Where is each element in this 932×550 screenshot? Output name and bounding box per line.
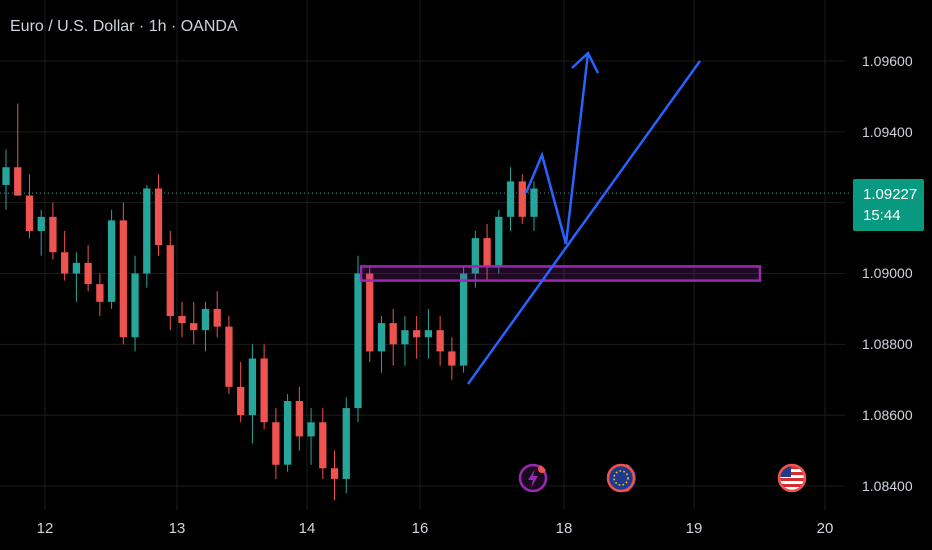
price-tick: 1.08800 [862,336,913,352]
candle-body [342,408,350,479]
time-tick: 13 [168,520,186,537]
projection-path [524,52,590,245]
candle-body [401,330,409,345]
time-tick: 18 [555,520,573,537]
price-tick: 1.08600 [862,407,913,423]
candle-body [237,386,245,416]
candle-body [143,188,151,274]
candle-body [413,330,421,338]
candle-body [377,323,386,352]
time-tick: 19 [685,520,703,537]
support-zone-rect [359,265,762,282]
candle-body [295,401,303,437]
eu-flag-event-icon[interactable] [606,463,636,493]
candle-body [72,262,81,274]
candle-body [506,181,515,217]
candle-body [154,188,163,246]
candle-body [471,238,479,274]
candle-body [225,326,233,387]
candle-body [131,273,139,338]
candle-body [354,273,362,409]
candle-body [84,262,92,285]
arrowhead-icon [571,50,600,74]
last-price-badge: 1.09227 15:44 [853,179,924,231]
candle-body [495,216,503,267]
time-tick: 20 [816,520,834,537]
chart-title: Euro / U.S. Dollar · 1h · OANDA [10,18,238,35]
candle-body [518,181,526,217]
candle-body [2,167,10,185]
price-tick: 1.09000 [862,265,913,281]
candle-body [389,323,397,345]
candle-body [307,422,315,437]
candle-body [14,167,22,196]
time-tick: 12 [36,520,54,537]
trendline [466,60,702,385]
candle-body [213,308,221,327]
us-flag-event-icon[interactable] [777,463,807,493]
candle-body [436,330,444,352]
candle-body [119,220,127,338]
time-tick: 16 [411,520,429,537]
candle-body [272,422,280,465]
candle-body [49,216,57,253]
candle-body [283,401,292,465]
candle-body [25,195,34,231]
lightning-event-icon[interactable] [518,463,548,493]
candle-body [178,316,186,324]
candle-body [448,351,456,366]
candle-body [260,358,268,423]
candle-body [166,245,174,316]
candle-body [96,284,104,302]
candle-body [330,468,339,479]
price-tick: 1.09400 [862,124,913,140]
price-tick: 1.09600 [862,53,913,69]
price-tick: 1.08400 [862,478,913,494]
candle-body [201,308,210,331]
candle-body [483,238,491,267]
candle-body [61,252,69,274]
candle-body [248,358,257,416]
candle-body [424,330,433,338]
candle-body [530,188,538,217]
candle-body [319,422,327,469]
candle-body [37,216,45,231]
candle-body [459,273,468,366]
time-tick: 14 [298,520,316,537]
bar-countdown: 15:44 [863,207,901,224]
candle-body [366,273,374,352]
candle-body [190,323,198,331]
candle-body [107,220,116,302]
last-price-value: 1.09227 [863,186,918,203]
